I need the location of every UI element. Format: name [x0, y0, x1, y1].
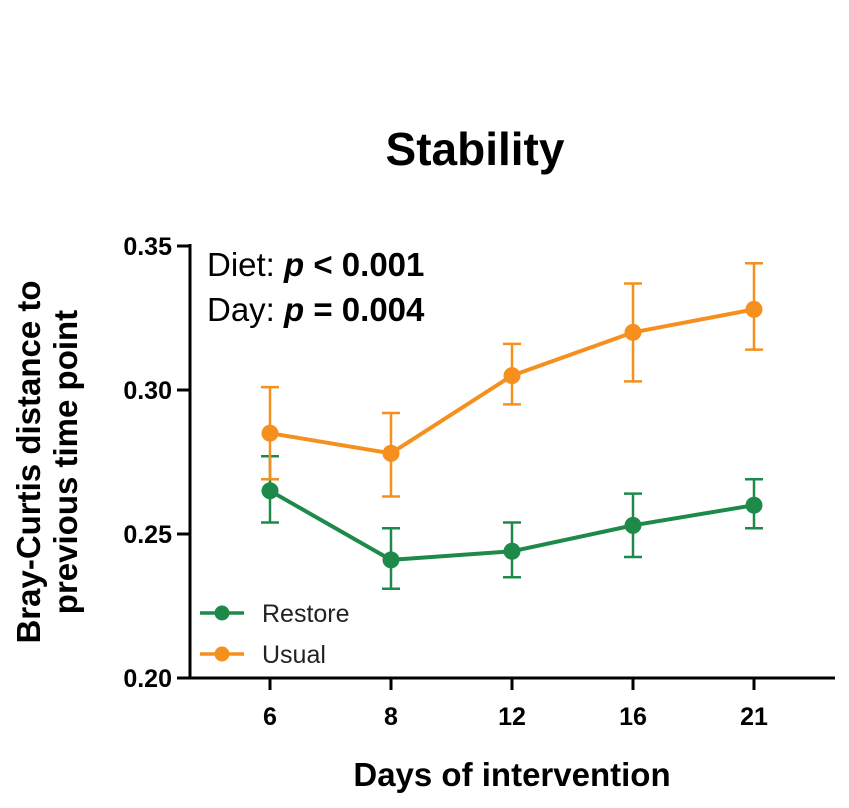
y-tick-label: 0.25 [123, 521, 172, 549]
data-point-usual [382, 444, 400, 462]
x-tick-label: 6 [263, 703, 277, 731]
series-usual [261, 262, 763, 498]
stats-annotation: Diet: p < 0.001 Day: p = 0.004 [207, 246, 425, 328]
series-restore [261, 454, 763, 590]
annotation-day-prefix: Day: [207, 291, 284, 328]
x-tick-label: 8 [384, 703, 398, 731]
legend-item-restore: Restore [200, 600, 350, 628]
legend-item-usual: Usual [200, 641, 326, 669]
y-axis-title: Bray-Curtis distance to previous time po… [10, 280, 84, 643]
annotation-diet: Diet: p < 0.001 [207, 246, 424, 283]
y-ticks: 0.20 0.25 0.30 0.35 [123, 233, 190, 693]
annotation-day-value: = 0.004 [304, 291, 425, 328]
data-point-restore [503, 542, 521, 560]
series-layer [261, 262, 763, 590]
legend-label-restore: Restore [262, 600, 350, 628]
annotation-diet-stat: p [283, 246, 304, 283]
y-tick-label: 0.35 [123, 233, 172, 261]
data-point-restore [745, 496, 763, 514]
chart-title: Stability [386, 123, 565, 175]
legend-label-usual: Usual [262, 641, 326, 669]
data-point-usual [503, 367, 521, 385]
legend-marker-usual [214, 646, 230, 662]
x-ticks: 6 8 12 16 21 [263, 678, 768, 731]
data-point-usual [745, 300, 763, 318]
data-point-restore [382, 551, 400, 569]
legend-marker-restore [214, 605, 230, 621]
y-axis-title-line1: Bray-Curtis distance to [10, 280, 47, 643]
data-point-usual [261, 424, 279, 442]
y-tick-label: 0.20 [123, 665, 172, 693]
annotation-diet-prefix: Diet: [207, 246, 284, 283]
data-point-restore [261, 482, 279, 500]
x-tick-label: 16 [619, 703, 647, 731]
x-tick-label: 21 [740, 703, 768, 731]
data-point-restore [624, 516, 642, 534]
data-point-usual [624, 323, 642, 341]
annotation-diet-value: < 0.001 [304, 246, 424, 283]
legend: Restore Usual [200, 600, 350, 669]
annotation-day: Day: p = 0.004 [207, 291, 425, 328]
x-tick-label: 12 [498, 703, 526, 731]
y-axis-title-line2: previous time point [47, 310, 84, 614]
x-axis-title: Days of intervention [353, 756, 670, 793]
annotation-day-stat: p [283, 291, 304, 328]
y-tick-label: 0.30 [123, 377, 172, 405]
